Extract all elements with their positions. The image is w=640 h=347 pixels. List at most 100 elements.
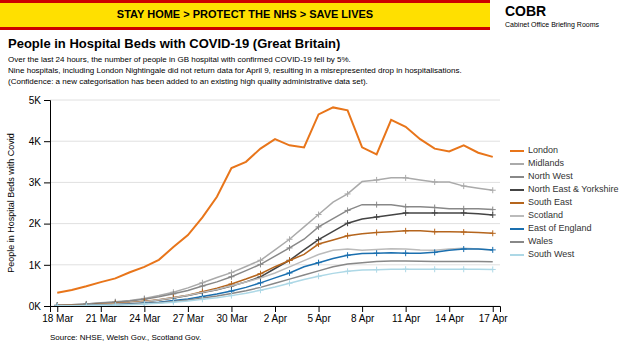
tick-label: 27 Mar (173, 313, 205, 324)
legend-swatch (510, 163, 524, 165)
marker (257, 287, 263, 293)
tick: 3K (29, 177, 50, 188)
tick-mark (57, 306, 58, 312)
marker (345, 191, 351, 197)
marker (374, 250, 380, 256)
legend-swatch (510, 176, 524, 178)
tick-label: 5K (29, 95, 42, 106)
marker (316, 241, 322, 247)
marker (54, 302, 60, 306)
marker (54, 303, 60, 306)
marker (83, 302, 89, 306)
marker (54, 303, 60, 306)
tick: 14 Apr (435, 306, 465, 324)
legend-swatch (510, 189, 524, 191)
marker (287, 257, 293, 263)
tick-mark (362, 306, 363, 312)
legend-entry: Midlands (528, 158, 565, 168)
tick: 0K (29, 301, 50, 312)
marker (403, 250, 409, 256)
marker (54, 303, 60, 306)
tick-label: 14 Apr (435, 313, 465, 324)
logo-subtext: Cabinet Office Briefing Rooms (505, 21, 600, 29)
tick-label: 2K (29, 218, 42, 229)
marker (374, 177, 380, 183)
tick-label: 3K (29, 177, 42, 188)
grid-line (50, 100, 500, 101)
tick-mark (319, 306, 320, 312)
series-line (57, 269, 492, 306)
grid-line (50, 141, 500, 142)
marker (83, 302, 89, 306)
series-line (57, 261, 492, 306)
marker (141, 301, 147, 306)
tick: 5 Apr (307, 306, 331, 324)
marker (112, 302, 118, 306)
tick: 2K (29, 218, 50, 229)
legend-entry: East of England (528, 223, 592, 233)
marker (461, 183, 467, 189)
tick-mark (231, 306, 232, 312)
banner-text: STAY HOME > PROTECT THE NHS > SAVE LIVES (117, 8, 373, 20)
marker (316, 260, 322, 266)
marker (170, 299, 176, 305)
marker (112, 302, 118, 306)
tick-mark (406, 306, 407, 312)
series-line (57, 231, 492, 306)
marker (316, 212, 322, 218)
legend-swatch (510, 215, 524, 217)
tick-label: 11 Apr (392, 313, 421, 324)
marker (54, 302, 60, 306)
marker (257, 271, 263, 277)
tick-mark (275, 306, 276, 312)
marker (287, 270, 293, 276)
marker (490, 187, 496, 193)
axis-line (51, 307, 501, 313)
marker (490, 247, 496, 253)
grid-line (50, 223, 500, 224)
subtitle: (Confidence: a new categorisation has be… (8, 77, 368, 86)
tick-mark (44, 141, 50, 142)
marker (374, 267, 380, 273)
tick-mark (188, 306, 189, 312)
marker (432, 205, 438, 211)
marker (345, 252, 351, 258)
tick-mark (44, 100, 50, 101)
tick: 27 Mar (173, 306, 205, 324)
marker (461, 266, 467, 272)
tick-label: 8 Apr (351, 313, 375, 324)
marker (54, 303, 60, 306)
series-line (57, 248, 492, 305)
marker (228, 293, 234, 299)
marker (83, 302, 89, 306)
tick-label: 5 Apr (307, 313, 331, 324)
marker (287, 236, 293, 242)
series-line (57, 205, 492, 306)
marker (287, 258, 293, 264)
series-line (57, 178, 492, 305)
marker (374, 229, 380, 235)
tick-mark (44, 306, 50, 307)
marker (461, 210, 467, 216)
marker (345, 233, 351, 239)
series-line (57, 213, 492, 306)
tick: 18 Mar (42, 306, 74, 324)
marker (403, 228, 409, 234)
tick-mark (44, 182, 50, 183)
tick-label: 2 Apr (264, 313, 288, 324)
legend-entry: South West (528, 249, 575, 259)
banner-stripe (0, 0, 490, 3)
marker (490, 207, 496, 213)
tick-label: 0K (29, 301, 42, 312)
tick-mark (144, 306, 145, 312)
tick: 5K (29, 95, 50, 106)
marker (257, 280, 263, 286)
marker (490, 230, 496, 236)
legend: LondonMidlandsNorth WestNorth East & Yor… (510, 145, 619, 259)
tick-label: 1K (29, 260, 42, 271)
tick: 30 Mar (216, 306, 248, 324)
marker (403, 204, 409, 210)
legend-swatch (510, 254, 524, 256)
legend-entry: North East & Yorkshire (528, 184, 619, 194)
title: People in Hospital Beds with COVID-19 (G… (8, 36, 340, 51)
